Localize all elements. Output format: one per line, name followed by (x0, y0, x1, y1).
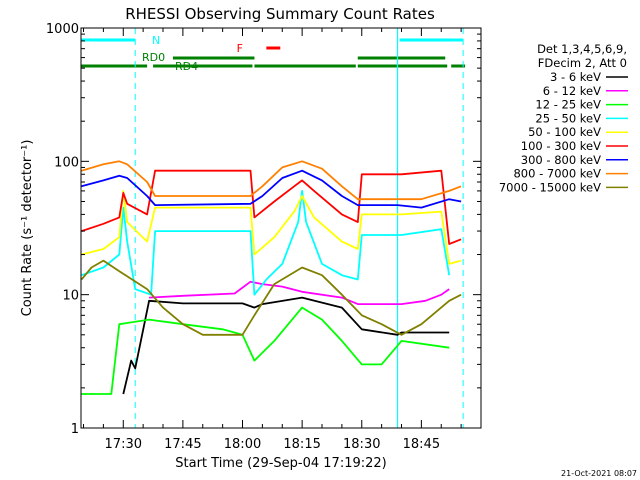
x-tick-label: 18:30 (343, 437, 380, 452)
legend-entry-label: 25 - 50 keV (535, 111, 601, 125)
y-axis-label: Count Rate (s⁻¹ detector⁻¹) (20, 140, 35, 317)
legend-entry-label: 800 - 7000 keV (513, 167, 601, 181)
y-axis-ticks: 1 10 100 1000 (46, 22, 481, 437)
x-axis-label: Start Time (29-Sep-04 17:19:22) (175, 456, 386, 471)
x-tick-label: 18:00 (224, 437, 261, 452)
x-axis-ticks: 17:30 17:45 18:00 18:15 18:30 18:45 (83, 28, 482, 452)
legend-entry-label: 100 - 300 keV (521, 139, 601, 153)
x-tick-label: 18:15 (283, 437, 320, 452)
flag-bars: N RD0 RD4 F (81, 34, 466, 73)
legend-entry-label: 7000 - 15000 keV (499, 180, 601, 194)
y-tick-label: 100 (54, 155, 79, 170)
chart-title: RHESSI Observing Summary Count Rates (125, 5, 435, 23)
legend-entry-label: 6 - 12 keV (543, 84, 601, 98)
x-tick-label: 17:30 (105, 437, 142, 452)
legend-entry-label: 12 - 25 keV (535, 98, 601, 112)
series-line-4 (81, 189, 462, 265)
series-line-0 (122, 296, 450, 395)
flag-label-f: F (237, 42, 243, 55)
legend-header-line-2: FDecim 2, Att 0 (538, 56, 627, 70)
x-tick-label: 17:45 (164, 437, 201, 452)
vertical-markers (134, 28, 464, 428)
legend: Det 1,3,4,5,6,9, FDecim 2, Att 0 3 - 6 k… (499, 42, 628, 194)
series-line-5 (81, 169, 462, 245)
timestamp: 21-Oct-2021 08:07 (561, 469, 637, 478)
legend-entry-label: 50 - 100 keV (528, 125, 601, 139)
x-tick-label: 18:45 (403, 437, 440, 452)
series-line-3 (81, 189, 451, 296)
series-line-6 (81, 169, 462, 209)
legend-entry-label: 3 - 6 keV (550, 70, 601, 84)
flag-label-rd4: RD4 (175, 60, 198, 73)
series-line-7 (81, 160, 462, 201)
flag-label-n: N (152, 34, 160, 47)
series-line-2 (81, 306, 450, 395)
series-line-8 (80, 259, 462, 336)
series-line-1 (149, 280, 450, 306)
legend-header-line-1: Det 1,3,4,5,6,9, (537, 42, 627, 56)
plot-frame (80, 27, 482, 429)
legend-entry-label: 300 - 800 keV (521, 153, 601, 167)
y-tick-label: 10 (62, 289, 79, 304)
series-lines (80, 160, 462, 395)
y-tick-label: 1 (71, 422, 79, 437)
flag-label-rd0: RD0 (142, 51, 165, 64)
y-tick-label: 1000 (46, 22, 79, 37)
